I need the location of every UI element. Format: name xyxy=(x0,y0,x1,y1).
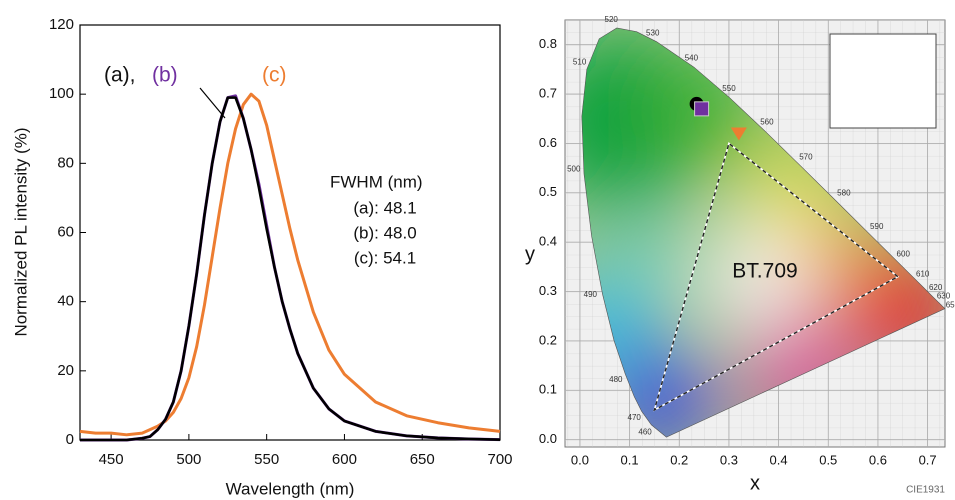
wavelength-label: 490 xyxy=(584,290,598,299)
y-tick-label: 0.0 xyxy=(539,431,557,446)
marker xyxy=(694,101,710,117)
y-tick-label: 80 xyxy=(57,154,74,171)
wavelength-label: 560 xyxy=(760,117,774,126)
x-tick-label: 0.2 xyxy=(670,452,688,467)
x-tick-label: 450 xyxy=(99,451,124,468)
y-axis-label: Normalized PL intensity (%) xyxy=(11,127,30,336)
x-tick-label: 0.1 xyxy=(621,452,639,467)
wavelength-label: 460 xyxy=(638,428,652,437)
wavelength-label: 500 xyxy=(567,164,581,173)
wavelength-label: 520 xyxy=(605,15,619,24)
x-tick-label: 0.5 xyxy=(819,452,837,467)
y-tick-label: 0.4 xyxy=(539,234,557,249)
x-tick-label: 700 xyxy=(487,451,512,468)
wavelength-label: 530 xyxy=(646,28,660,37)
annotation: FWHM (nm) xyxy=(330,172,423,191)
wavelength-label: 590 xyxy=(870,222,884,231)
gamut-triangle xyxy=(653,142,900,412)
y-tick-label: 60 xyxy=(57,223,74,240)
y-tick-label: 0.7 xyxy=(539,85,557,100)
y-tick-label: 0.2 xyxy=(539,332,557,347)
y-tick-label: 120 xyxy=(49,16,74,33)
line-series xyxy=(80,96,501,442)
annotation: (c) xyxy=(262,64,287,87)
y-tick-label: 40 xyxy=(57,293,74,310)
wavelength-label: 610 xyxy=(916,270,930,279)
y-tick-label: 0.5 xyxy=(539,184,557,199)
annotation: (c): 54.1 xyxy=(354,248,416,267)
wavelength-label: 630 xyxy=(937,291,951,300)
gamut-label: BT.709 xyxy=(732,260,797,283)
y-tick-label: 100 xyxy=(49,85,74,102)
spectral-locus xyxy=(581,27,946,438)
x-axis-label: Wavelength (nm) xyxy=(226,479,355,498)
x-tick-label: 0.0 xyxy=(571,452,589,467)
marker xyxy=(730,127,747,141)
y-axis-label: y xyxy=(525,243,535,265)
wavelength-label: 600 xyxy=(897,249,911,258)
left-plot: 0 20 40 60 80 100 120 450 500 550 600 650 700 xyxy=(49,16,513,468)
wavelength-label: 650 xyxy=(946,301,955,310)
line-series xyxy=(79,92,501,437)
y-tick-label: 0.6 xyxy=(539,135,557,150)
pointer-line xyxy=(199,87,226,119)
legend-box xyxy=(829,33,937,129)
x-tick-label: 0.3 xyxy=(720,452,738,467)
wavelength-label: 470 xyxy=(628,413,642,422)
annotation: (a), xyxy=(104,64,136,87)
annotation: (b): 48.0 xyxy=(353,223,416,242)
y-tick-label: 0 xyxy=(66,431,74,448)
wavelength-label: 550 xyxy=(722,84,736,93)
annotation: (a): 48.1 xyxy=(353,198,416,217)
x-tick-label: 600 xyxy=(332,451,357,468)
y-tick-label: 0.1 xyxy=(539,382,557,397)
wavelength-label: 570 xyxy=(799,153,813,162)
annotation: (b) xyxy=(152,64,178,87)
x-tick-label: 550 xyxy=(254,451,279,468)
wavelength-label: 480 xyxy=(609,375,623,384)
x-tick-label: 0.4 xyxy=(770,452,788,467)
x-axis-label: x xyxy=(750,472,760,494)
y-tick-label: 20 xyxy=(57,362,74,379)
x-tick-label: 0.6 xyxy=(869,452,887,467)
wavelength-label: 540 xyxy=(685,54,699,63)
y-tick-label: 0.8 xyxy=(539,36,557,51)
wavelength-label: 580 xyxy=(837,188,851,197)
y-tick-label: 0.3 xyxy=(539,283,557,298)
x-tick-label: 650 xyxy=(410,451,435,468)
credit: CIE1931 xyxy=(906,485,945,496)
wavelength-label: 510 xyxy=(573,57,587,66)
x-tick-label: 500 xyxy=(176,451,201,468)
x-tick-label: 0.7 xyxy=(919,452,937,467)
wavelength-label: 620 xyxy=(929,283,943,292)
